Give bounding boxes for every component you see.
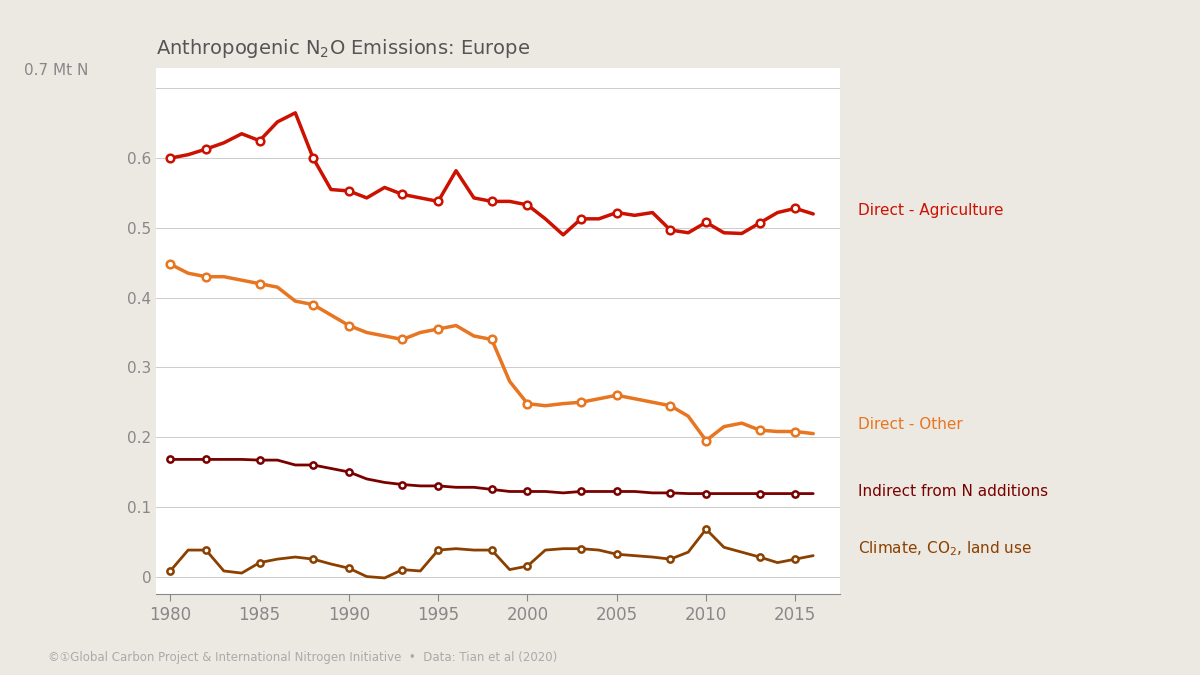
Text: Indirect from N additions: Indirect from N additions [858, 484, 1048, 499]
Text: Direct - Other: Direct - Other [858, 417, 962, 432]
Text: Anthropogenic N$_2$O Emissions: Europe: Anthropogenic N$_2$O Emissions: Europe [156, 36, 530, 59]
Text: Direct - Agriculture: Direct - Agriculture [858, 203, 1003, 218]
Text: 0.7 Mt N: 0.7 Mt N [24, 63, 89, 78]
Text: ©①Global Carbon Project & International Nitrogen Initiative  •  Data: Tian et al: ©①Global Carbon Project & International … [48, 651, 557, 664]
Text: Climate, CO$_2$, land use: Climate, CO$_2$, land use [858, 539, 1032, 558]
